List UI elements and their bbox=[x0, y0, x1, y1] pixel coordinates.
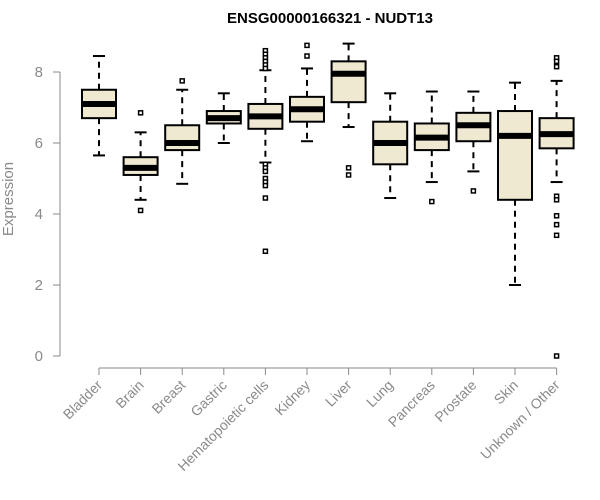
box-liver bbox=[330, 42, 367, 178]
y-tick-label: 0 bbox=[35, 348, 43, 365]
chart-title: ENSG00000166321 - NUDT13 bbox=[227, 10, 433, 27]
outlier-point bbox=[553, 221, 560, 228]
box-prostate bbox=[455, 90, 492, 194]
x-tick-label: Skin bbox=[491, 377, 522, 408]
outlier-point bbox=[262, 65, 269, 72]
x-tick-label: Lung bbox=[363, 377, 396, 410]
outlier-point bbox=[429, 198, 435, 205]
outlier-point bbox=[553, 58, 560, 65]
x-tick-label: Kidney bbox=[272, 377, 314, 419]
y-axis-label: Expression bbox=[0, 162, 17, 236]
x-tick-label: Breast bbox=[148, 377, 188, 417]
outlier-point bbox=[553, 197, 560, 203]
outlier-point bbox=[553, 232, 560, 239]
iqr-box bbox=[164, 124, 201, 152]
outlier-point bbox=[262, 195, 269, 201]
iqr-box bbox=[330, 60, 367, 104]
y-axis: 0 2 4 6 8 bbox=[35, 64, 61, 365]
outlier-point bbox=[470, 188, 477, 194]
outlier-point bbox=[262, 168, 269, 175]
y-tick-label: 2 bbox=[35, 277, 43, 294]
outlier-point bbox=[304, 42, 310, 49]
outlier-point bbox=[137, 110, 144, 116]
box-bladder bbox=[81, 55, 117, 157]
box-pancreas bbox=[413, 90, 450, 205]
x-tick-label: Bladder bbox=[60, 377, 106, 423]
box-gastric bbox=[205, 92, 242, 144]
box-kidney bbox=[289, 42, 325, 143]
x-tick-label: Unknown / Other bbox=[477, 377, 563, 463]
outlier-point bbox=[345, 165, 352, 171]
x-tick-label: Prostate bbox=[431, 377, 479, 425]
boxes-group bbox=[81, 42, 575, 359]
outlier-point bbox=[179, 78, 185, 84]
outlier-point bbox=[553, 353, 560, 359]
x-tick-label: Liver bbox=[322, 377, 355, 410]
outlier-point bbox=[262, 182, 269, 189]
y-tick-label: 4 bbox=[35, 206, 43, 223]
outlier-point bbox=[345, 172, 352, 178]
box-hematopoietic-cells bbox=[247, 47, 284, 255]
y-tick-label: 6 bbox=[35, 135, 43, 152]
box-unknown-other bbox=[538, 55, 575, 359]
outlier-point bbox=[262, 248, 269, 255]
outlier-point bbox=[553, 213, 560, 219]
box-skin bbox=[497, 81, 533, 286]
box-brain bbox=[122, 110, 159, 214]
box-breast bbox=[164, 78, 201, 185]
iqr-box bbox=[497, 110, 533, 201]
outlier-point bbox=[137, 207, 144, 214]
outlier-point bbox=[304, 53, 310, 59]
box-lung bbox=[372, 92, 409, 200]
y-tick-label: 8 bbox=[35, 64, 43, 81]
outlier-point bbox=[553, 63, 560, 70]
x-tick-label: Brain bbox=[112, 377, 146, 411]
